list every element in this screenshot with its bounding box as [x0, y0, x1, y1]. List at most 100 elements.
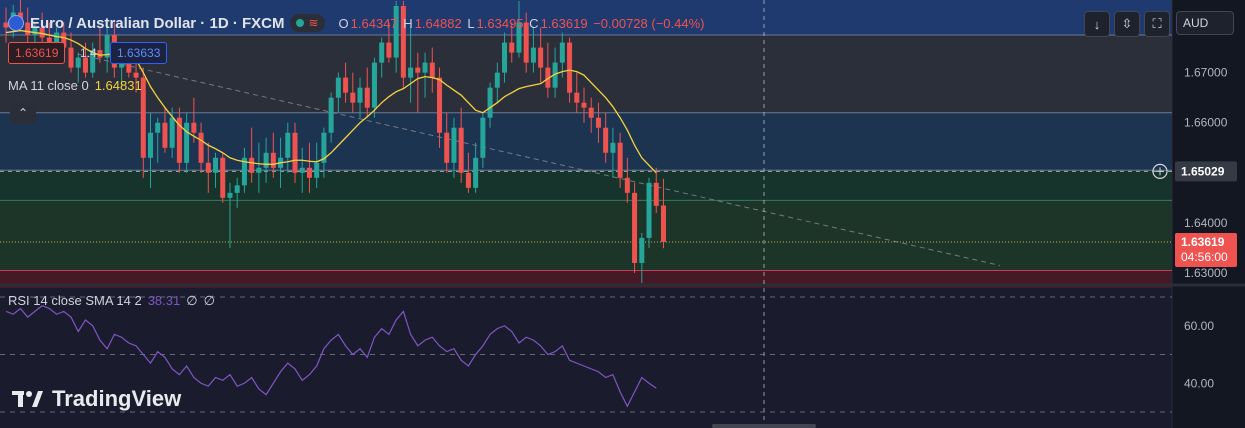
candle-body [314, 162, 320, 178]
candle-body [321, 132, 327, 163]
ma-label: MA 11 close 0 [8, 78, 89, 93]
currency-select[interactable]: AUD [1176, 11, 1234, 35]
waves-icon: ≋ [308, 16, 319, 30]
candle-body [299, 167, 305, 173]
rsi-axis-label: 60.00 [1184, 319, 1214, 333]
price-axis-label: 1.64000 [1184, 216, 1228, 230]
rsi-value: 38.31 [147, 293, 181, 308]
candle-body [581, 102, 587, 108]
crosshair-price-box [1175, 161, 1237, 182]
candle-body [574, 92, 580, 103]
candle-body [465, 172, 471, 188]
candle-body [538, 47, 544, 68]
candle-body [444, 132, 450, 163]
candle-body [632, 192, 638, 263]
scroll-down-button[interactable]: ↓ [1084, 11, 1110, 37]
candle-body [437, 77, 442, 133]
candle-body [408, 67, 414, 78]
candle-body [155, 122, 161, 133]
candle-body [400, 6, 406, 78]
spread-value: 1.4 [80, 46, 97, 60]
candle-body [567, 42, 573, 93]
candle-body [552, 62, 558, 88]
rsi-legend[interactable]: RSI 14 close SMA 14 2 38.31 ∅ ∅ [8, 293, 215, 308]
candle-body [97, 50, 103, 58]
flag-icon [8, 15, 24, 31]
candle-body [68, 47, 74, 68]
candle-body [487, 87, 493, 118]
tradingview-logo-icon [12, 391, 43, 407]
candle-body [148, 132, 153, 158]
tradingview-logo[interactable]: TradingView [12, 386, 181, 412]
candle-body [502, 42, 508, 73]
candle-body [393, 6, 399, 58]
candle-body [480, 117, 486, 158]
candle-body [169, 117, 175, 148]
candle-body [624, 177, 630, 193]
candle-body [660, 205, 666, 242]
candle-body [270, 152, 276, 168]
candle-body [205, 162, 211, 173]
fullscreen-icon: ⛶ [1152, 16, 1162, 31]
candle-body [256, 167, 262, 173]
buy-button[interactable]: 1.63633 [110, 42, 168, 64]
candle-body [39, 27, 45, 38]
sell-button[interactable]: 1.63619 [8, 42, 66, 64]
candle-body [162, 122, 168, 148]
collapse-icon: ⇳ [1121, 16, 1133, 31]
price-axis-label: 1.66000 [1184, 116, 1228, 130]
candle-body [379, 42, 385, 63]
price-zone-0 [0, 0, 1172, 36]
candle-body [422, 62, 428, 73]
candle-body [530, 47, 536, 63]
candle-body [292, 132, 298, 173]
candle-body [119, 62, 125, 68]
candle-body [75, 57, 81, 68]
candle-body [509, 42, 515, 53]
candle-body [126, 62, 132, 73]
candle-body [357, 87, 363, 103]
candle-body [90, 50, 96, 73]
candle-body [140, 77, 146, 158]
logo-text: TradingView [52, 386, 182, 411]
candle-body [371, 62, 377, 108]
current-price-label: 1.63619 [1181, 235, 1225, 249]
price-axis-label: 1.67000 [1184, 66, 1228, 80]
market-open-icon [296, 19, 305, 27]
candle-body [595, 117, 601, 128]
current-price-box [1175, 232, 1237, 267]
symbol-legend: Euro / Australian Dollar · 1D · FXCM ≋ O… [8, 14, 707, 32]
candle-body [350, 92, 356, 103]
candle-body [617, 142, 623, 178]
candle-body [54, 32, 60, 51]
candle-body [653, 182, 659, 206]
collapse-legend-button[interactable]: ⌃ [10, 102, 36, 124]
ma-legend[interactable]: MA 11 close 0 1.64831 [8, 78, 142, 93]
market-status-pill[interactable]: ≋ [290, 14, 325, 32]
price-zone-2 [0, 112, 1172, 171]
candle-body [603, 127, 609, 153]
candle-body [646, 182, 652, 238]
candle-body [176, 117, 182, 163]
fullscreen-button[interactable]: ⛶ [1144, 11, 1170, 37]
candle-body [364, 87, 370, 108]
collapse-button[interactable]: ⇳ [1114, 11, 1140, 37]
ma-value: 1.64831 [94, 78, 142, 93]
candle-body [285, 132, 291, 158]
candle-body [386, 42, 392, 58]
candle-body [588, 107, 594, 118]
candle-body [227, 192, 233, 198]
countdown-label: 04:56:00 [1181, 250, 1228, 264]
candle-body [32, 27, 38, 36]
candle-body [306, 167, 312, 178]
candle-body [545, 67, 551, 88]
candle-body [213, 157, 219, 173]
candle-body [61, 32, 67, 48]
price-axis-label: 1.63000 [1184, 266, 1228, 280]
symbol-title: Euro / Australian Dollar · 1D · FXCM [30, 14, 285, 32]
change-value: −0.00728 (−0.44%) [593, 15, 705, 31]
price-zone-3 [0, 170, 1172, 201]
candle-body [234, 185, 240, 193]
candle-body [523, 22, 529, 63]
